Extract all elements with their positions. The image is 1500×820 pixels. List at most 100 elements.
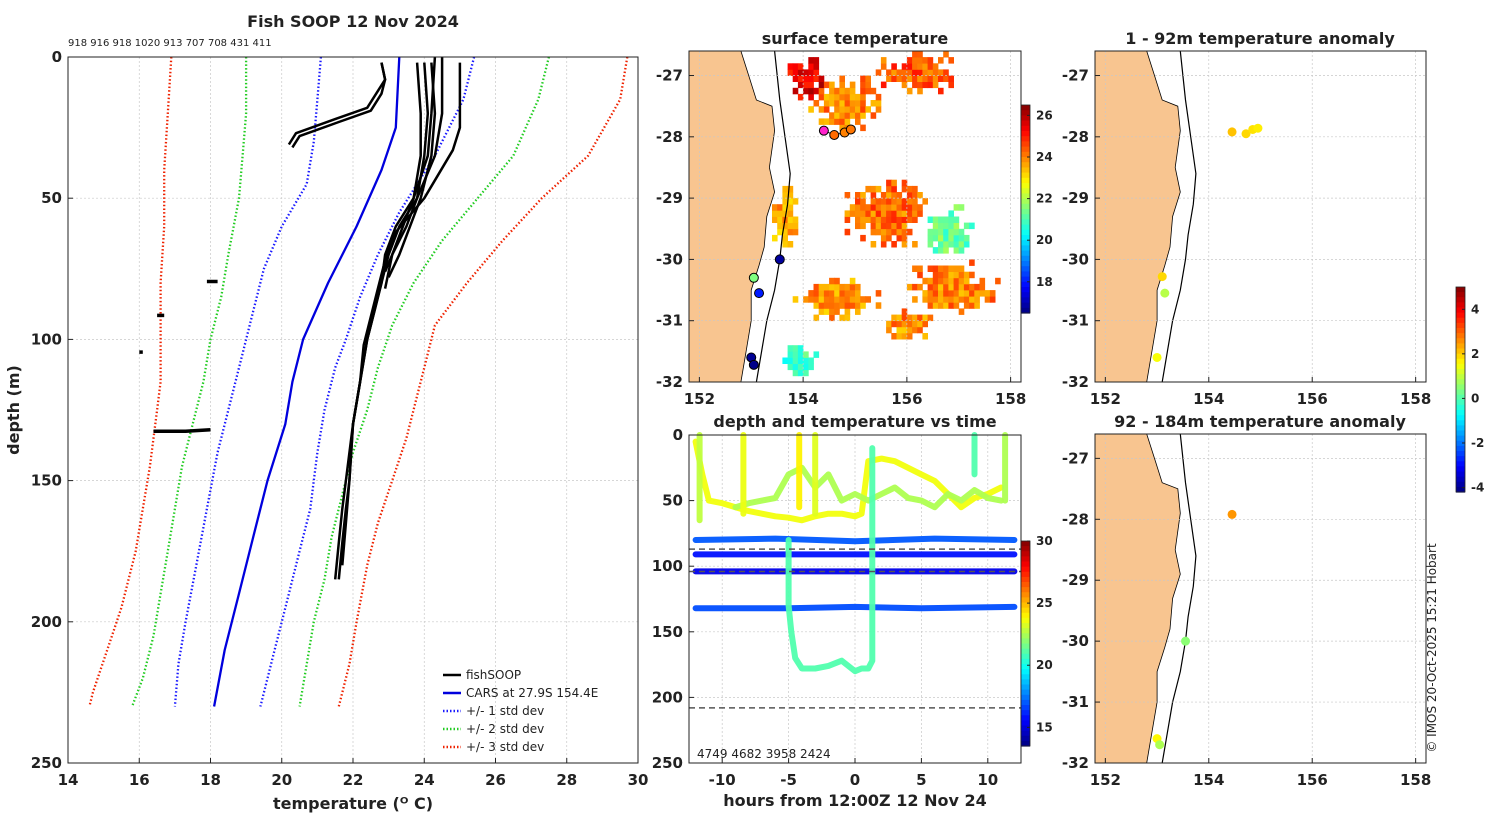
tick-label-time: -5: [780, 771, 797, 789]
track-colorbar: 30 25 20 15: [1020, 534, 1053, 747]
sst-cell: [855, 222, 861, 230]
sst-cell: [896, 204, 903, 211]
sst-cell: [855, 204, 861, 211]
sst-cell: [803, 296, 809, 303]
sst-cell: [844, 283, 851, 291]
sst-cell: [938, 87, 944, 95]
sst-cell: [829, 302, 835, 309]
sst-cell: [906, 333, 913, 340]
sst-cell: [906, 320, 913, 328]
sst-cell: [953, 283, 960, 291]
sst-cell: [813, 296, 820, 303]
colorbar-segment: [1021, 183, 1030, 189]
colorbar-frame: [1455, 286, 1466, 493]
sst-cell: [813, 290, 820, 297]
sst-cell: [860, 302, 866, 309]
sst-cell: [844, 308, 851, 315]
profile-legend: fishSOOP CARS at 27.9S 154.4E +/- 1 std …: [443, 668, 598, 754]
sst-cell: [849, 290, 856, 297]
tick-label-x: 22: [343, 771, 364, 789]
sst-cell: [906, 57, 913, 64]
colorbar-segment: [1456, 415, 1465, 421]
legend-label-std3: +/- 3 std dev: [466, 740, 544, 754]
sst-cell: [797, 81, 804, 89]
tick-label-lon: 158: [1400, 771, 1431, 789]
sst-cell: [953, 247, 960, 254]
sst-cell: [792, 357, 799, 364]
colorbar-segment: [1021, 151, 1030, 158]
colorbar-segment: [1021, 710, 1030, 716]
colorbar-segment: [1021, 561, 1030, 568]
sst-cell: [943, 222, 949, 230]
sst-cell: [912, 51, 918, 58]
anomaly-marker: [1253, 123, 1263, 133]
sst-cell: [912, 241, 918, 248]
tick-label-lat: -30: [656, 250, 683, 268]
tick-label-x: 14: [58, 771, 79, 789]
sst-cell: [839, 75, 845, 82]
colorbar-segment: [1021, 643, 1030, 650]
track-line: [785, 445, 876, 675]
sst-cell: [792, 198, 799, 205]
sst-land: [689, 51, 776, 382]
sst-cell: [792, 63, 799, 70]
colorbar-segment: [1021, 245, 1030, 252]
sst-cell: [849, 302, 856, 309]
sst-cell: [938, 296, 944, 303]
sst-cell: [974, 296, 980, 303]
colorbar-segment: [1021, 612, 1030, 619]
sst-cell: [938, 75, 944, 82]
tick-label-lon: 154: [787, 390, 818, 408]
sst-cell: [829, 100, 835, 107]
sst-cell: [803, 69, 809, 76]
tick-label-lon: 156: [1297, 390, 1328, 408]
sst-cell: [896, 234, 903, 242]
sst-cell: [938, 247, 944, 254]
colorbar-segment: [1021, 623, 1030, 629]
sst-cell: [943, 296, 949, 303]
sst-cell: [948, 216, 954, 223]
sst-cell: [901, 179, 908, 187]
sst-cell: [917, 314, 923, 322]
track-line: [692, 535, 1018, 545]
sst-cell: [938, 283, 944, 291]
colorbar-segment: [1456, 394, 1465, 401]
sst-cell: [891, 204, 897, 211]
sst-cell: [927, 63, 934, 70]
colorbar-segment: [1456, 471, 1465, 478]
tick-label-lon: 158: [1400, 390, 1431, 408]
sst-cell: [803, 363, 809, 371]
tick-label-lon: 152: [1090, 771, 1121, 789]
sst-cell: [917, 265, 923, 272]
sst-cell: [865, 75, 871, 82]
sst-cell: [823, 106, 830, 113]
sst-cell: [880, 222, 887, 230]
sst-cell: [808, 296, 814, 303]
sst-map-ticks: 152 154 156 158 -27 -28 -29 -30 -31 -32: [656, 67, 1026, 408]
colorbar-segment: [1456, 358, 1465, 365]
sst-cell: [818, 93, 825, 101]
sst-cell: [912, 265, 918, 272]
colorbar-segment: [1021, 172, 1030, 179]
sst-cell: [855, 296, 861, 303]
colorbar-segment: [1021, 576, 1030, 583]
sst-cell: [958, 234, 965, 242]
colorbar-segment: [1021, 699, 1030, 706]
sst-cell: [839, 112, 845, 119]
station-marker: [754, 288, 765, 299]
sst-cell: [870, 198, 877, 205]
sst-cell: [839, 118, 845, 125]
sst-cell: [886, 234, 892, 242]
colorbar-segment: [1021, 276, 1030, 283]
sst-cell: [875, 302, 882, 309]
sst-cell: [912, 81, 918, 89]
tick-label-lat: -29: [656, 189, 683, 207]
colorbar-tick-label: 30: [1036, 534, 1053, 548]
sst-cell: [855, 118, 861, 125]
sst-cell: [813, 351, 820, 358]
sst-cell: [880, 228, 887, 236]
colorbar-segment: [1021, 141, 1030, 148]
tick-label-lon: 158: [995, 390, 1026, 408]
legend-label-std1: +/- 1 std dev: [466, 704, 544, 718]
sst-cell: [880, 234, 887, 242]
